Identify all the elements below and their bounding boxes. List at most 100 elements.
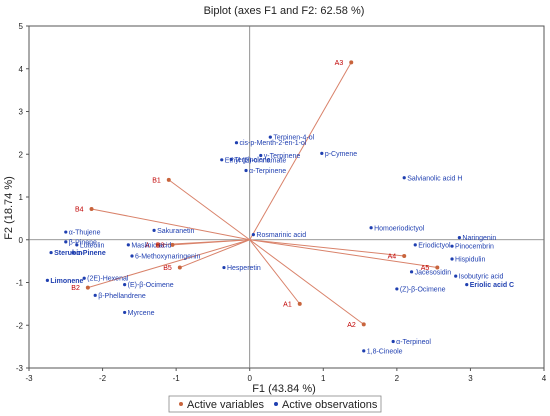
variable-vector: [249, 239, 365, 325]
variable-label: B2: [71, 285, 80, 292]
variable-point: [402, 253, 407, 258]
variable-label: A1: [283, 301, 292, 308]
observation-label: (E)-β-Ocimene: [128, 282, 174, 289]
variable-point: [177, 265, 182, 270]
observation-point: [362, 349, 366, 353]
observation-point: [402, 176, 406, 180]
variable-label: B3: [156, 242, 165, 249]
observation-point: [64, 230, 68, 234]
observation-point: [222, 265, 226, 270]
variable-label: A3: [335, 60, 344, 67]
observation-label: Terpinolene: [234, 157, 270, 164]
x-tick-label: 3: [468, 374, 473, 383]
observation-point: [64, 240, 68, 244]
variable-point: [166, 177, 171, 182]
variable-point: [170, 242, 175, 247]
observation-label: Ethyl (E)-cinnamate: [225, 157, 287, 164]
variable-vector: [168, 179, 251, 241]
variable-label: B1: [152, 177, 161, 184]
observation-label: Jacesosidin: [415, 269, 452, 276]
variable-vector: [249, 239, 405, 257]
x-tick-label: -3: [25, 374, 33, 383]
variable-vector: [179, 239, 250, 269]
variable-point: [435, 265, 440, 270]
y-tick-label: 1: [19, 193, 24, 202]
variable-label: A: [145, 242, 150, 249]
observation-point: [251, 233, 255, 237]
observation-label: Terpinen-4-ol: [273, 135, 314, 142]
chart-title: Biplot (axes F1 and F2: 62.58 %): [204, 5, 365, 17]
observation-label: Eriolic acid C: [470, 282, 514, 289]
observation-label: Pinocembrin: [455, 244, 494, 251]
observation-label: Hesperetin: [227, 265, 261, 272]
observation-point: [268, 135, 272, 139]
observation-label: Myrcene: [128, 310, 155, 317]
observation-point: [126, 243, 130, 247]
variable-point: [297, 301, 302, 306]
observation-point: [391, 339, 395, 344]
observation-point: [465, 283, 469, 287]
observation-label: Homoeriodictyol: [374, 225, 425, 232]
y-tick-label: 2: [19, 150, 24, 159]
observation-point: [123, 283, 127, 287]
observation-label: α-Thujene: [69, 230, 101, 237]
y-tick-label: 4: [19, 65, 24, 74]
observation-point: [93, 293, 97, 297]
legend-label-observations: Active observations: [282, 399, 378, 411]
variable-label: A5: [421, 265, 430, 272]
observation-label: Limonene: [50, 278, 83, 285]
observation-label: 1,8-Cineole: [367, 348, 403, 355]
observation-label: Eriodictyol: [418, 242, 451, 249]
x-tick-label: -1: [173, 374, 181, 383]
observation-point: [454, 274, 458, 278]
observation-point: [220, 158, 224, 162]
observation-label: Salvianolic acid H: [407, 175, 462, 182]
x-tick-label: 0: [247, 374, 252, 383]
variable-vector: [249, 239, 438, 269]
observation-point: [395, 287, 399, 291]
variable-point: [85, 285, 90, 290]
observation-point: [45, 278, 49, 282]
observation-label: β-Phellandrene: [98, 293, 146, 300]
observation-label: Sterubin: [54, 250, 82, 257]
observation-label: cis-p-Menth-2-en-1-ol: [239, 140, 306, 147]
observation-label: α-Terpineol: [396, 339, 431, 346]
variable-point: [349, 60, 354, 65]
vectors-layer: A3 B1 B4 A B3 B5 B2 A1 A2 A4 A5: [71, 60, 440, 329]
x-axis-label: F1 (43.84 %): [252, 383, 316, 395]
observation-label: (Z)-β-Ocimene: [400, 286, 446, 293]
variable-vector: [249, 62, 352, 240]
observation-label: β-Pinene: [69, 239, 97, 246]
observation-label: Maslinic acid: [131, 242, 171, 249]
x-tick-label: 4: [542, 374, 547, 383]
observation-label: (2E)-Hexenal: [87, 276, 129, 283]
ticks-layer: -3 -2 -1 0 1 2 3 4 -3 -2 -1 0 1 2 3 4 5: [16, 22, 547, 383]
legend-marker-variables: [179, 402, 183, 406]
observation-point: [234, 141, 239, 145]
variable-vector: [87, 239, 250, 289]
observation-label: Naringenin: [462, 235, 496, 242]
observation-point: [123, 310, 127, 315]
observation-point: [369, 226, 373, 230]
observation-point: [320, 151, 324, 155]
y-tick-label: -2: [16, 321, 24, 330]
observation-point: [82, 276, 86, 280]
observation-label: α-Pinene: [76, 250, 106, 257]
observation-label: 6-Methoxynaringenin: [135, 253, 200, 260]
y-tick-label: 5: [19, 22, 24, 31]
variable-point: [155, 242, 160, 247]
observation-label: α-Terpinene: [249, 168, 286, 175]
observation-point: [75, 243, 79, 247]
observation-label: Hispidulin: [455, 256, 485, 263]
observation-label: Luteolin: [80, 242, 105, 249]
plot-frame: [28, 25, 545, 369]
observation-label: Isobutyric acid: [459, 274, 504, 281]
variable-label: A4: [388, 253, 397, 260]
observation-point: [229, 157, 233, 161]
x-tick-label: -2: [99, 374, 107, 383]
y-axis-label: F2 (18.74 %): [3, 176, 15, 240]
observation-label: Sakuranetin: [157, 228, 194, 235]
variable-vector: [172, 239, 250, 246]
y-tick-label: -3: [16, 364, 24, 373]
